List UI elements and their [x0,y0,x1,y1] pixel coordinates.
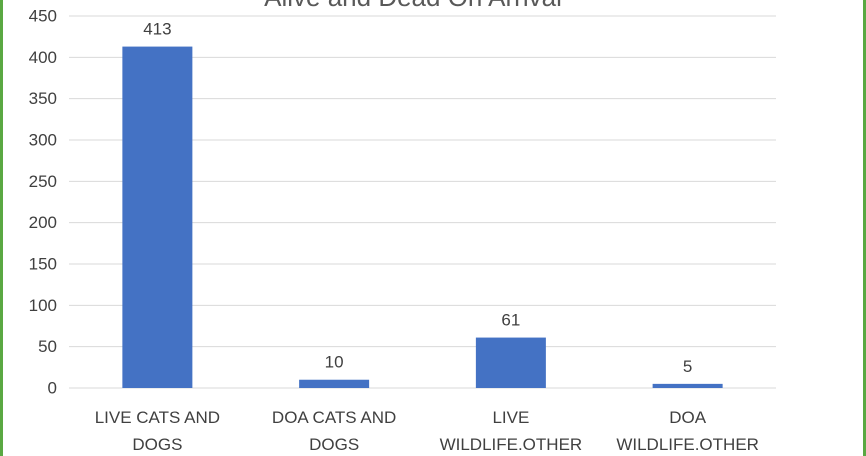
y-tick-label: 300 [29,131,57,150]
category-label: WILDLIFE.OTHER [616,435,759,454]
data-label: 413 [143,20,171,39]
bar-chart: Alive and Dead On Arrival 0 50 100 150 200 25… [29,0,776,454]
data-label: 61 [501,311,520,330]
bar [652,383,723,388]
category-label: DOA CATS AND [272,408,396,427]
category-label: DOA [669,408,707,427]
bar [475,337,546,388]
category-label: LIVE CATS AND [95,408,220,427]
y-tick-label: 400 [29,48,57,67]
y-tick-label: 250 [29,172,57,191]
category-label: WILDLIFE.OTHER [440,435,583,454]
bar [299,379,370,388]
x-axis-categories: LIVE CATS AND DOGS DOA CATS AND DOGS LIVE WIL… [95,408,759,454]
data-label: 10 [325,353,344,372]
y-tick-label: 350 [29,89,57,108]
data-label: 5 [683,357,692,376]
y-tick-label: 200 [29,213,57,232]
bars [122,46,723,388]
bar [122,46,193,388]
category-label: DOGS [309,435,359,454]
y-tick-label: 50 [38,337,57,356]
data-labels: 413 10 61 5 [143,20,692,376]
y-tick-label: 0 [48,379,57,398]
chart-title: Alive and Dead On Arrival [264,0,562,12]
y-tick-label: 450 [29,7,57,26]
y-axis-ticks: 0 50 100 150 200 250 300 350 400 450 [29,7,57,398]
category-label: LIVE [492,408,529,427]
y-tick-label: 150 [29,255,57,274]
category-label: DOGS [132,435,182,454]
y-tick-label: 100 [29,296,57,315]
